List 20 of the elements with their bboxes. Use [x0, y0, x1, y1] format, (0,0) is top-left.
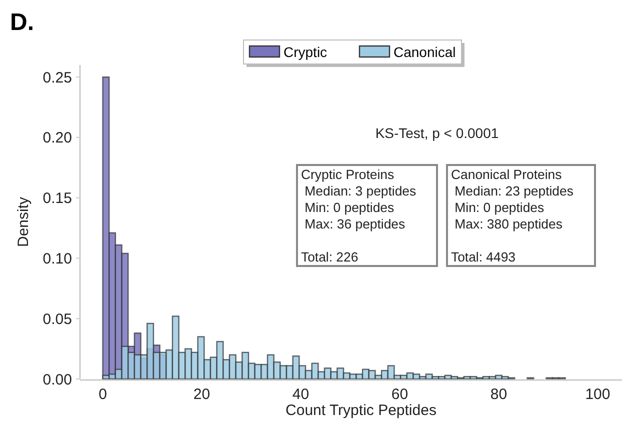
annotation: KS-Test, p < 0.0001	[375, 125, 499, 141]
x-tick-label: 100	[585, 386, 610, 403]
legend-label: Cryptic	[284, 44, 328, 60]
text: Cryptic Proteins Median: 3 peptides Min: 0 peptides Max: 36 peptides Total: 226	[301, 167, 416, 264]
x-tick-label: 80	[490, 386, 508, 403]
chart-title: D.	[10, 9, 34, 36]
y-tick-label: 0.20	[42, 130, 72, 147]
legend-label: Canonical	[394, 44, 456, 60]
text: Canonical Proteins Median: 23 peptides Min: 0 peptides Max: 380 peptides Total: 4493	[451, 167, 574, 264]
y-tick-label: 0.15	[42, 190, 72, 208]
x-tick-label: 20	[193, 386, 210, 403]
y-tick-label: 0.10	[42, 250, 72, 268]
y-axis-title: Density	[15, 196, 32, 248]
x-axis-title: Count Tryptic Peptides	[286, 402, 436, 419]
y-tick-label: 0.00	[42, 371, 72, 388]
x-tick-label: 40	[292, 386, 310, 403]
y-tick-label: 0.25	[42, 69, 72, 86]
x-tick-label: 0	[98, 386, 107, 403]
x-tick-label: 60	[391, 386, 408, 403]
y-tick-label: 0.05	[42, 310, 72, 328]
